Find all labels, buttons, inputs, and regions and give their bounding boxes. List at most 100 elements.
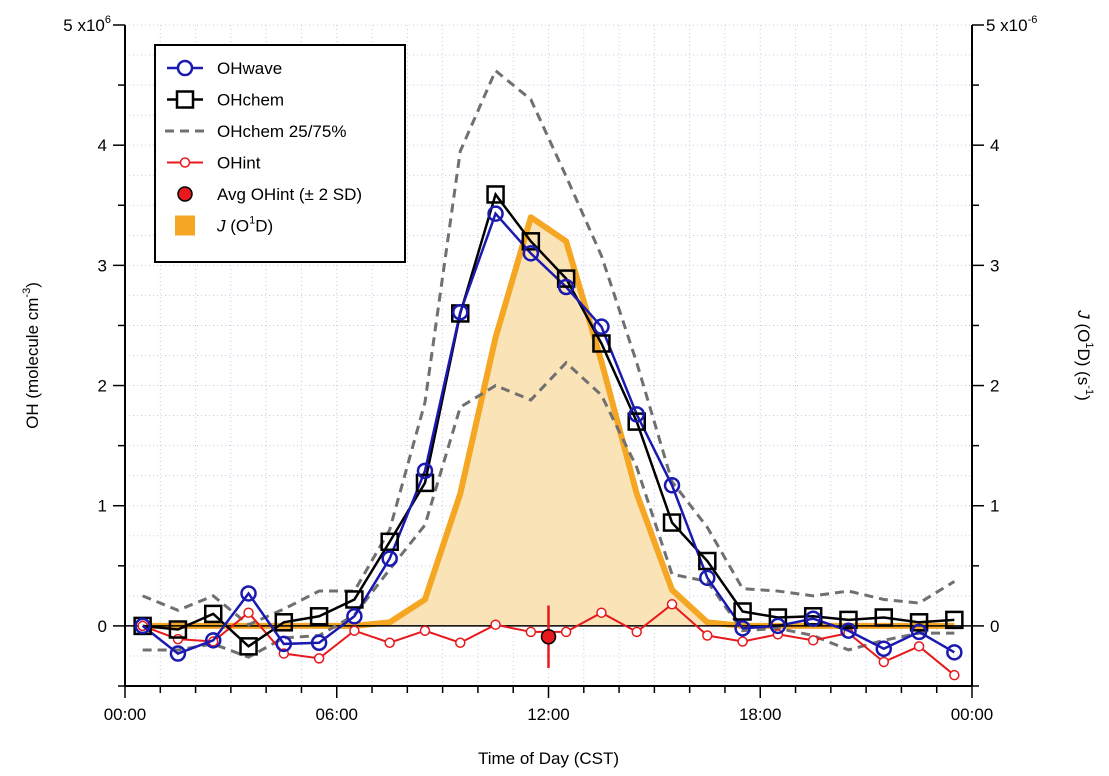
ohwave-point	[804, 610, 822, 627]
ohint-point	[490, 619, 501, 630]
ohwave-point	[381, 550, 398, 567]
legend-entry-4-label: Avg OHint (± 2 SD)	[217, 185, 362, 204]
legend-entry-5-swatch	[175, 215, 195, 236]
right-tick-label: 1	[990, 497, 999, 516]
left-tick-label: 3	[98, 256, 107, 275]
right-axis-title-tail: )	[1074, 395, 1093, 401]
ohwave-point	[946, 644, 963, 661]
ohint-point	[666, 599, 678, 610]
legend-entry-0-marker	[176, 59, 194, 77]
ohwave-point	[134, 617, 151, 635]
ohwave-point	[169, 645, 187, 662]
ohchem-point	[274, 613, 294, 632]
ohint-point	[702, 630, 713, 641]
legend-box	[154, 44, 406, 263]
ohint-point	[560, 626, 572, 638]
ohint-point	[313, 653, 325, 664]
legend-entry-3-label: OHint	[217, 154, 261, 173]
ohchem-point	[839, 610, 858, 630]
left-tick-label: 2	[98, 377, 107, 396]
ohwave-point	[769, 617, 787, 635]
ohint-point	[455, 637, 466, 648]
left-axis-title-base: OH (molecule cm	[23, 298, 42, 429]
ohint-point	[807, 635, 819, 646]
ohint-point	[596, 607, 607, 618]
ohchem-point	[627, 412, 646, 431]
x-tick-label: 18:00	[739, 705, 782, 724]
left-tick-label: 4	[98, 136, 107, 155]
x-tick-label: 12:00	[527, 705, 570, 724]
right-top-tick-label: 5 x10-6	[986, 14, 1037, 35]
left-axis-title-exponent: -3	[21, 288, 33, 298]
right-axis-title: J (O1D) (s-1)	[1074, 309, 1095, 401]
legend-entry-1-marker	[175, 90, 195, 109]
ohwave-point	[699, 569, 716, 587]
left-top-label-base: 5 x10	[63, 16, 105, 35]
ohchem-point	[415, 473, 435, 493]
ohint-point	[878, 656, 890, 668]
legend-entry-5-label: J (O1D)	[216, 215, 273, 236]
legend-entry-1-label: OHchem	[217, 91, 284, 110]
ohchem-point	[380, 532, 399, 552]
ohwave-point	[557, 278, 575, 296]
ohchem-point	[698, 551, 717, 571]
x-tick-label: 00:00	[104, 705, 147, 724]
ohwave-point	[840, 622, 857, 639]
legend: OHwave OHchem OHchem 25/75% OHint Avg OHint …	[154, 44, 406, 263]
left-tick-label: 0	[98, 617, 107, 636]
ohchem-point	[874, 608, 894, 627]
legend-entry-2-label: OHchem 25/75%	[217, 122, 346, 141]
ohchem-point	[203, 604, 223, 624]
legend-entry-3-marker	[179, 157, 191, 168]
ohchem-point	[239, 637, 258, 656]
right-axis-title-part: (O	[1074, 319, 1093, 343]
legend-entry-5-label-sup: 1	[249, 215, 255, 227]
right-axis-title-sup: -1	[1083, 385, 1095, 395]
ohchem-point	[345, 590, 364, 609]
ohint-point	[525, 626, 537, 638]
ohchem-point	[592, 334, 611, 353]
right-top-label-base: 5 x10	[986, 16, 1028, 35]
ohwave-point	[910, 623, 928, 641]
ohwave-point	[734, 620, 751, 637]
ohwave-point	[875, 640, 893, 657]
ohint-point	[384, 637, 395, 648]
ohint-point	[243, 607, 254, 618]
right-axis-title-sup: 1	[1083, 342, 1095, 348]
ohchem-point	[521, 232, 541, 251]
ohchem-upper-quartile-line	[142, 68, 956, 627]
series-layer	[133, 68, 964, 681]
ohchem-point	[486, 185, 505, 204]
ohint-point	[349, 625, 360, 636]
ohwave-point	[452, 303, 469, 321]
ohchem-point	[309, 607, 329, 626]
right-tick-label: 4	[990, 136, 999, 155]
ohwave-point	[416, 462, 434, 480]
ohwave-point	[628, 406, 645, 423]
left-axis-title: OH (molecule cm-3)	[21, 282, 42, 429]
j-o1d-fill	[142, 217, 955, 626]
ohchem-point	[556, 269, 576, 288]
right-tick-label: 0	[990, 617, 999, 636]
x-tick-label: 00:00	[951, 705, 994, 724]
ohwave-point	[346, 608, 363, 625]
ohint-point	[949, 669, 960, 681]
right-tick-label: 2	[990, 377, 999, 396]
ohwave-point	[487, 205, 504, 222]
legend-entry-5-label-part: (O	[226, 217, 250, 236]
ohchem-point	[803, 607, 823, 626]
ohwave-point	[310, 634, 328, 651]
ohchem-point	[768, 608, 788, 627]
ohchem-point	[168, 620, 188, 639]
right-tick-label: 3	[990, 256, 999, 275]
ohchem-point	[733, 602, 752, 621]
ohwave-point	[204, 632, 222, 649]
ohwave-point	[663, 477, 681, 494]
ohchem-point	[945, 610, 964, 630]
ohwave-point	[593, 318, 610, 335]
avg-ohint-point	[540, 628, 557, 645]
ohwave-point	[275, 635, 293, 653]
right-axis-title-part: D) (s	[1074, 348, 1093, 385]
legend-entry-0-label: OHwave	[217, 59, 282, 78]
